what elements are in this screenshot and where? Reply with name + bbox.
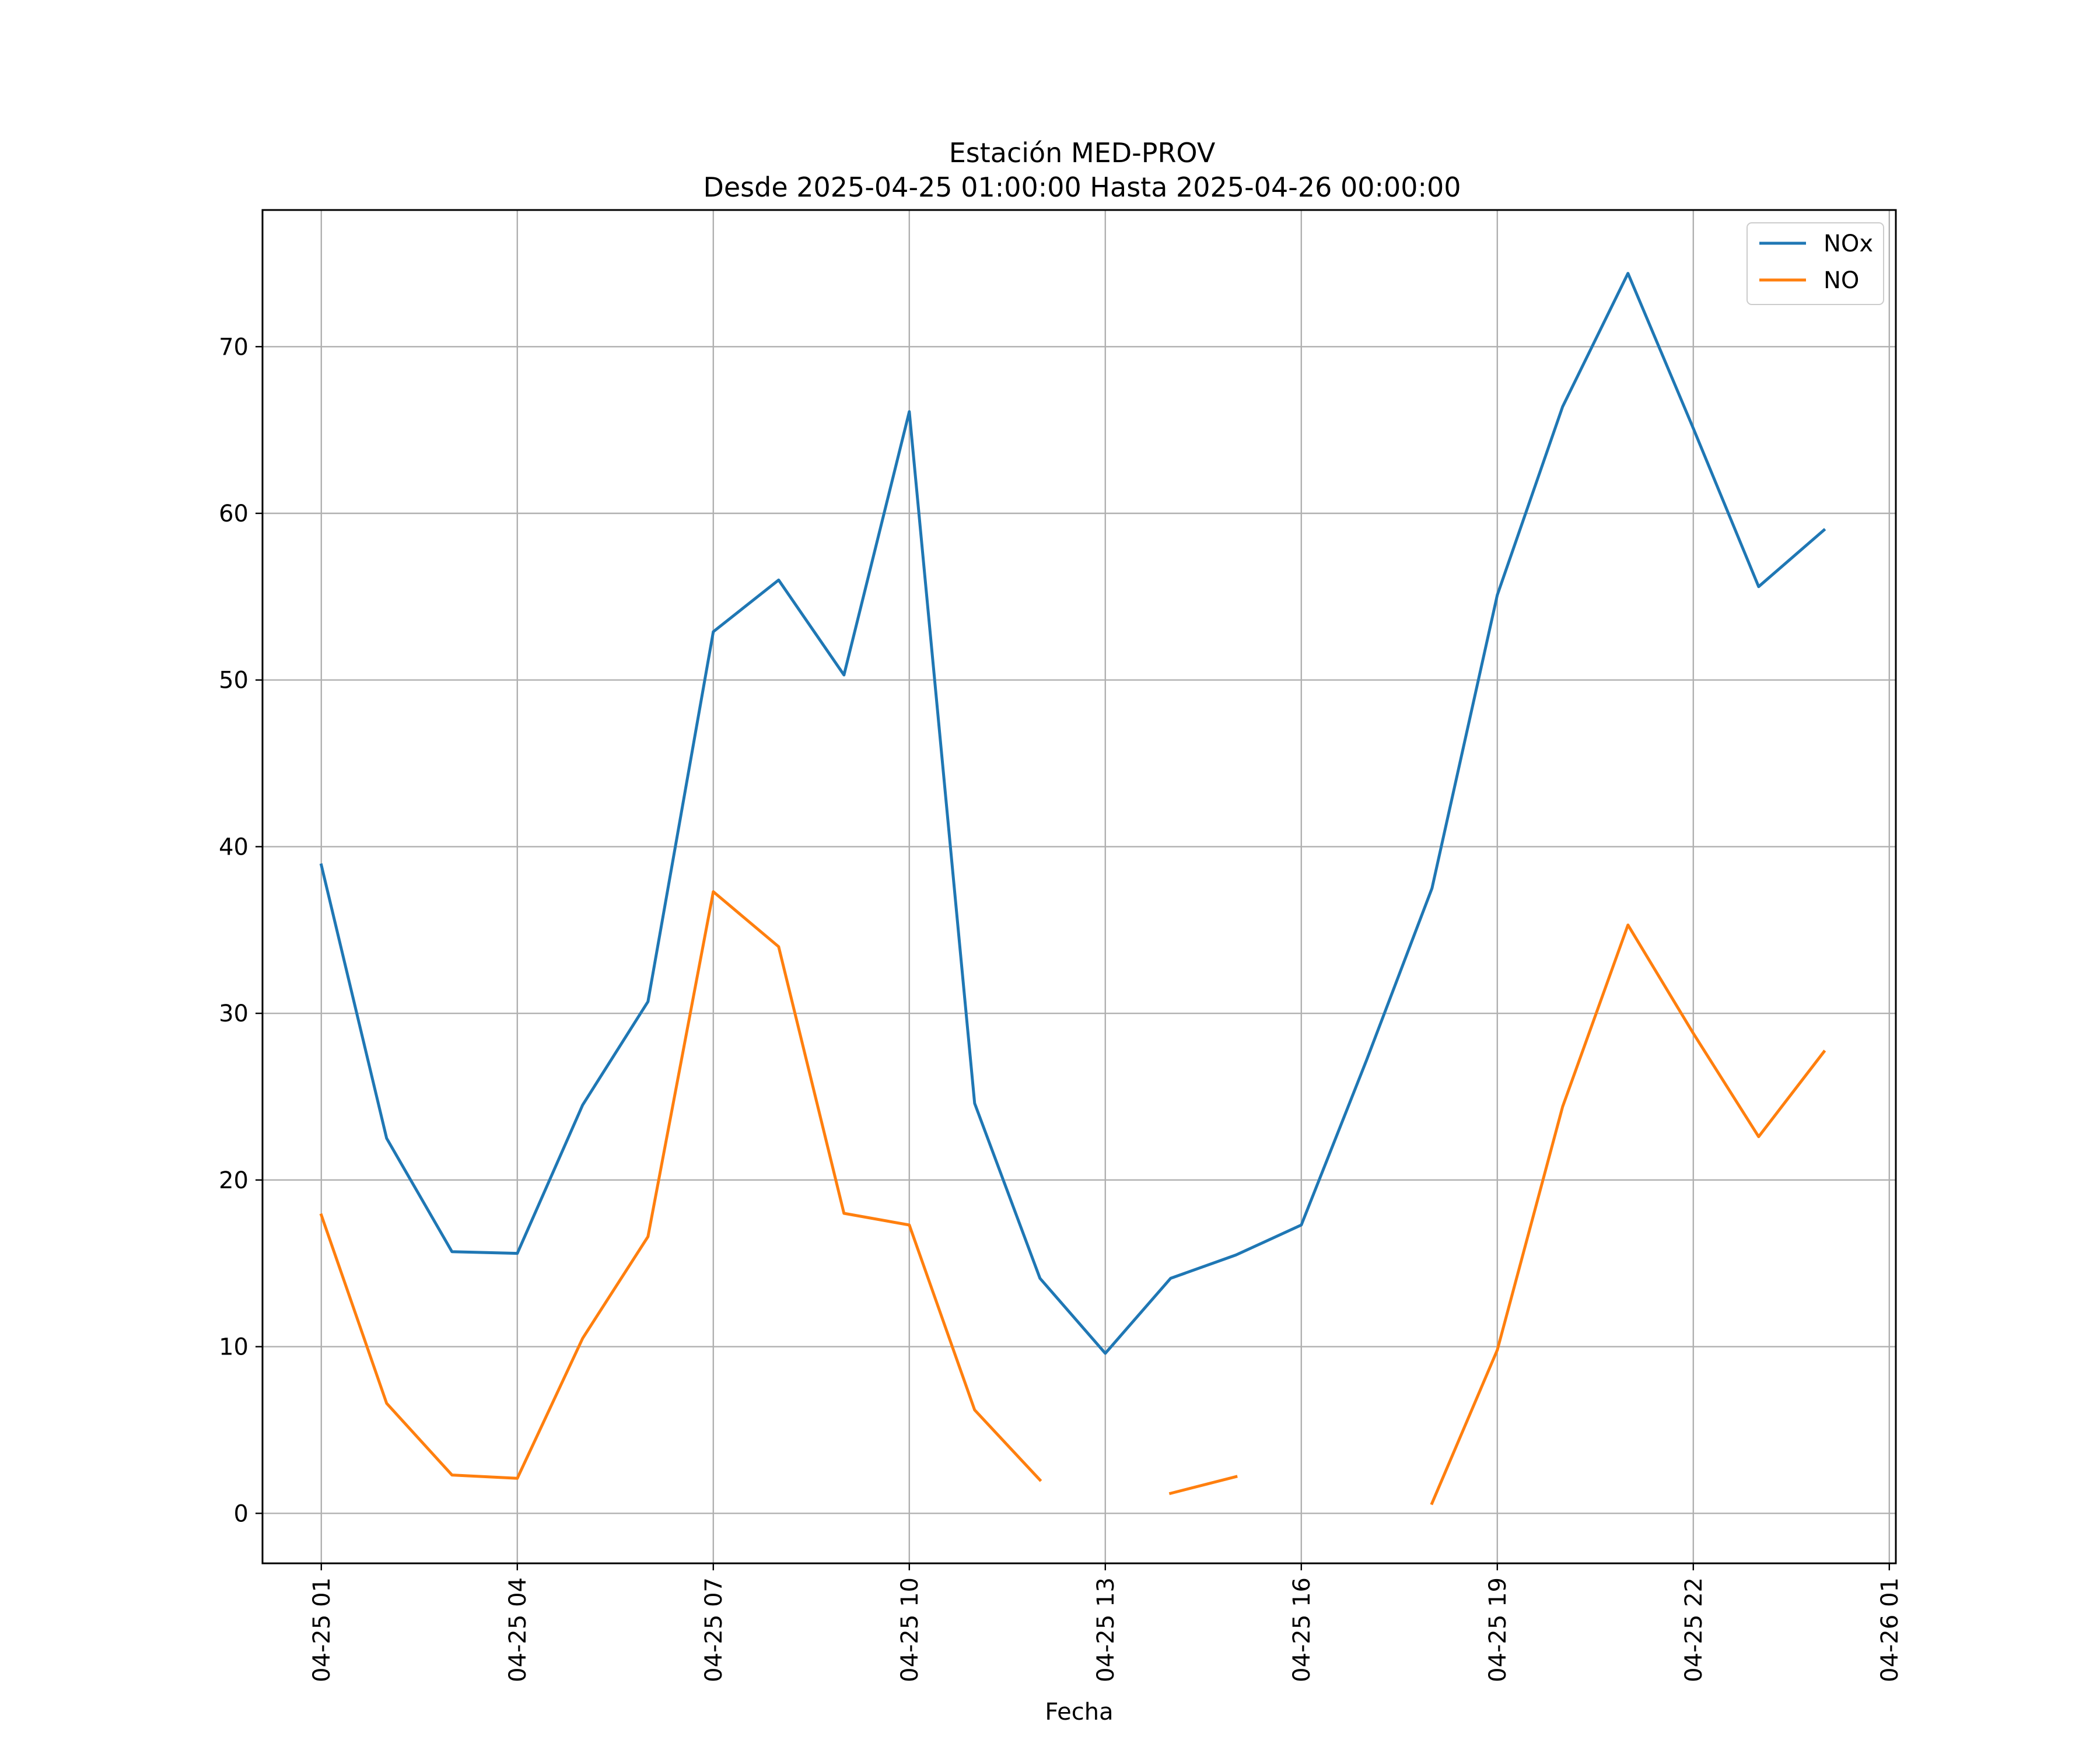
- series-no: [319, 890, 1826, 1506]
- legend-label-no: NO: [1824, 267, 1859, 294]
- x-tick-label: 04-25 10: [897, 1577, 923, 1682]
- y-tick-label: 50: [219, 667, 249, 694]
- series-lines: [319, 272, 1826, 1506]
- x-tick-label: 04-25 13: [1093, 1577, 1119, 1682]
- y-tick-label: 30: [219, 1000, 249, 1027]
- x-tick-label: 04-25 01: [309, 1577, 335, 1682]
- x-tick-label: 04-25 04: [505, 1577, 531, 1682]
- y-tick-label: 60: [219, 501, 249, 527]
- x-tick-label: 04-25 07: [701, 1577, 727, 1682]
- y-tick-label: 70: [219, 334, 249, 360]
- grid: [262, 210, 1896, 1563]
- plot-area-frame: [261, 209, 1897, 1564]
- series-line-segment: [319, 272, 1826, 1355]
- series-line-segment: [1430, 923, 1826, 1506]
- chart-title: Estación MED-PROV: [949, 137, 1216, 169]
- y-tick-label: 10: [219, 1334, 249, 1361]
- series-nox: [319, 272, 1826, 1355]
- series-line-segment: [319, 890, 1042, 1482]
- x-tick-label: 04-26 01: [1877, 1577, 1903, 1682]
- x-axis-label: Fecha: [1045, 1699, 1113, 1726]
- x-tick-label: 04-25 19: [1485, 1577, 1511, 1682]
- chart-subtitle: Desde 2025-04-25 01:00:00 Hasta 2025-04-…: [703, 172, 1461, 203]
- legend: NOx NO: [1746, 222, 1884, 305]
- y-tick-label: 40: [219, 834, 249, 860]
- x-tick-label: 04-25 22: [1681, 1577, 1707, 1682]
- y-tick-label: 0: [234, 1500, 249, 1527]
- axis-ticks: 0 10 20 30 40 50 60 70 04-25 01 04-25 04 04-25 07 0…: [219, 334, 1903, 1682]
- x-tick-label: 04-25 16: [1289, 1577, 1315, 1682]
- y-tick-label: 20: [219, 1167, 249, 1194]
- legend-label-nox: NOx: [1824, 230, 1873, 257]
- series-line-segment: [1168, 1475, 1238, 1496]
